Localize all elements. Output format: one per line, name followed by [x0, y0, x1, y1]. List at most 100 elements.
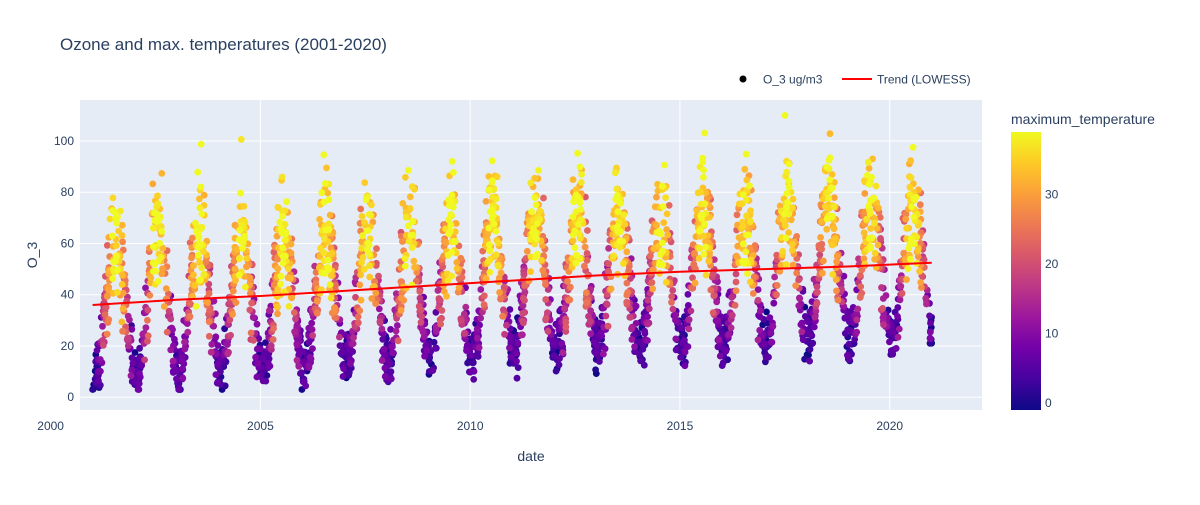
scatter-point[interactable]: [380, 345, 388, 353]
scatter-point[interactable]: [513, 357, 520, 365]
scatter-point[interactable]: [701, 129, 708, 137]
scatter-point[interactable]: [493, 173, 501, 181]
scatter-point[interactable]: [903, 276, 910, 283]
scatter-point[interactable]: [247, 289, 254, 297]
scatter-point[interactable]: [305, 362, 313, 370]
scatter-point[interactable]: [623, 298, 631, 306]
scatter-point[interactable]: [135, 380, 143, 387]
scatter-point[interactable]: [857, 283, 865, 290]
scatter-point[interactable]: [492, 251, 500, 259]
scatter-point[interactable]: [583, 250, 591, 257]
scatter-point[interactable]: [188, 254, 195, 262]
scatter-point[interactable]: [229, 287, 237, 295]
scatter-point[interactable]: [784, 199, 792, 206]
scatter-point[interactable]: [570, 198, 577, 206]
scatter-point[interactable]: [519, 317, 527, 325]
scatter-point[interactable]: [811, 313, 819, 321]
scatter-point[interactable]: [649, 285, 657, 293]
scatter-point[interactable]: [719, 359, 727, 367]
scatter-point[interactable]: [763, 308, 770, 316]
scatter-point[interactable]: [306, 353, 314, 361]
scatter-point[interactable]: [269, 336, 277, 343]
scatter-point[interactable]: [158, 170, 166, 177]
scatter-point[interactable]: [668, 298, 675, 306]
scatter-point[interactable]: [873, 225, 881, 232]
scatter-point[interactable]: [237, 237, 245, 245]
scatter-point[interactable]: [777, 261, 785, 269]
scatter-point[interactable]: [495, 262, 502, 270]
scatter-point[interactable]: [863, 215, 870, 223]
scatter-point[interactable]: [102, 303, 110, 311]
scatter-point[interactable]: [583, 256, 591, 264]
scatter-point[interactable]: [626, 314, 634, 321]
scatter-point[interactable]: [200, 247, 207, 255]
scatter-point[interactable]: [197, 183, 205, 191]
scatter-point[interactable]: [826, 176, 834, 184]
scatter-point[interactable]: [662, 278, 670, 286]
scatter-point[interactable]: [782, 222, 789, 230]
scatter-point[interactable]: [356, 281, 364, 289]
scatter-point[interactable]: [702, 243, 710, 251]
scatter-point[interactable]: [827, 184, 835, 192]
scatter-point[interactable]: [474, 334, 481, 342]
scatter-point[interactable]: [710, 256, 718, 263]
scatter-point[interactable]: [252, 353, 259, 361]
scatter-point[interactable]: [263, 372, 271, 379]
scatter-point[interactable]: [194, 168, 202, 176]
scatter-point[interactable]: [911, 240, 918, 248]
scatter-point[interactable]: [240, 202, 248, 210]
scatter-point[interactable]: [372, 300, 379, 307]
scatter-point[interactable]: [592, 366, 599, 374]
scatter-point[interactable]: [544, 309, 551, 316]
scatter-point[interactable]: [281, 236, 289, 244]
scatter-point[interactable]: [926, 312, 933, 320]
scatter-point[interactable]: [397, 294, 405, 302]
scatter-point[interactable]: [322, 226, 330, 234]
scatter-point[interactable]: [453, 265, 461, 272]
scatter-point[interactable]: [142, 324, 150, 331]
scatter-point[interactable]: [603, 301, 611, 308]
scatter-point[interactable]: [806, 345, 814, 353]
scatter-point[interactable]: [916, 201, 924, 209]
scatter-point[interactable]: [392, 290, 400, 297]
scatter-point[interactable]: [549, 339, 557, 347]
scatter-point[interactable]: [742, 196, 750, 204]
scatter-point[interactable]: [823, 163, 831, 171]
scatter-point[interactable]: [826, 154, 834, 162]
scatter-point[interactable]: [922, 294, 930, 302]
scatter-point[interactable]: [448, 248, 456, 256]
scatter-point[interactable]: [865, 158, 872, 166]
scatter-point[interactable]: [482, 275, 490, 282]
scatter-point[interactable]: [362, 196, 370, 204]
scatter-point[interactable]: [785, 183, 793, 191]
scatter-point[interactable]: [442, 239, 450, 246]
scatter-point[interactable]: [531, 194, 539, 202]
scatter-point[interactable]: [685, 316, 693, 324]
scatter-point[interactable]: [744, 270, 751, 277]
scatter-point[interactable]: [513, 350, 521, 357]
scatter-point[interactable]: [402, 213, 410, 221]
scatter-point[interactable]: [657, 230, 665, 238]
scatter-point[interactable]: [628, 336, 636, 343]
scatter-point[interactable]: [150, 243, 157, 251]
scatter-point[interactable]: [853, 316, 861, 324]
scatter-point[interactable]: [279, 207, 286, 215]
scatter-point[interactable]: [437, 320, 444, 328]
scatter-point[interactable]: [795, 276, 802, 284]
scatter-point[interactable]: [283, 198, 291, 206]
scatter-point[interactable]: [665, 202, 673, 209]
scatter-point[interactable]: [592, 349, 599, 357]
scatter-point[interactable]: [894, 333, 902, 341]
scatter-point[interactable]: [359, 254, 367, 261]
legend[interactable]: O_3 ug/m3 Trend (LOWESS): [739, 73, 971, 87]
scatter-point[interactable]: [155, 223, 162, 231]
scatter-point[interactable]: [308, 319, 316, 327]
scatter-point[interactable]: [407, 232, 415, 239]
scatter-point[interactable]: [902, 210, 910, 218]
scatter-point[interactable]: [316, 216, 323, 223]
scatter-point[interactable]: [381, 373, 389, 380]
scatter-point[interactable]: [521, 297, 528, 304]
scatter-point[interactable]: [236, 255, 243, 263]
scatter-point[interactable]: [293, 341, 301, 349]
scatter-point[interactable]: [699, 154, 707, 162]
